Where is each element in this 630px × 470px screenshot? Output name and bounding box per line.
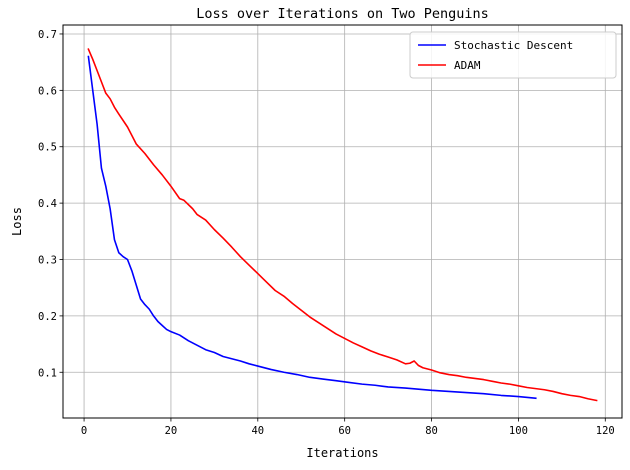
legend: Stochastic Descent ADAM xyxy=(409,31,617,79)
legend-box xyxy=(409,31,617,79)
chart-title: Loss over Iterations on Two Penguins xyxy=(196,6,489,22)
x-axis-label: Iterations xyxy=(306,446,378,460)
x-tick-label: 100 xyxy=(509,425,528,437)
y-tick-label: 0.7 xyxy=(38,29,57,41)
series-line-adam xyxy=(87,48,598,402)
x-tick-label: 20 xyxy=(165,425,178,437)
legend-label: Stochastic Descent xyxy=(454,39,573,52)
x-tick-label: 120 xyxy=(596,425,615,437)
x-tick-label: 40 xyxy=(251,425,264,437)
y-tick-label: 0.6 xyxy=(38,85,57,97)
y-tick-label: 0.5 xyxy=(38,142,57,154)
plot-frame xyxy=(62,24,623,419)
ticks: 0 20 40 60 80 100 120 0.1 0.2 0.3 0.4 0.5 0.6 0.7 xyxy=(38,29,615,437)
y-tick-label: 0.1 xyxy=(38,367,57,379)
y-tick-label: 0.3 xyxy=(38,255,57,267)
x-tick-label: 0 xyxy=(81,425,87,437)
y-tick-label: 0.4 xyxy=(38,198,57,210)
x-tick-label: 60 xyxy=(338,425,351,437)
x-tick-label: 80 xyxy=(425,425,438,437)
y-axis-label: Loss xyxy=(10,207,24,236)
grid xyxy=(63,25,622,418)
y-tick-label: 0.2 xyxy=(38,311,57,323)
series-layer xyxy=(87,48,598,402)
series-line-stochastic-descent xyxy=(87,55,537,400)
legend-label: ADAM xyxy=(454,59,481,72)
